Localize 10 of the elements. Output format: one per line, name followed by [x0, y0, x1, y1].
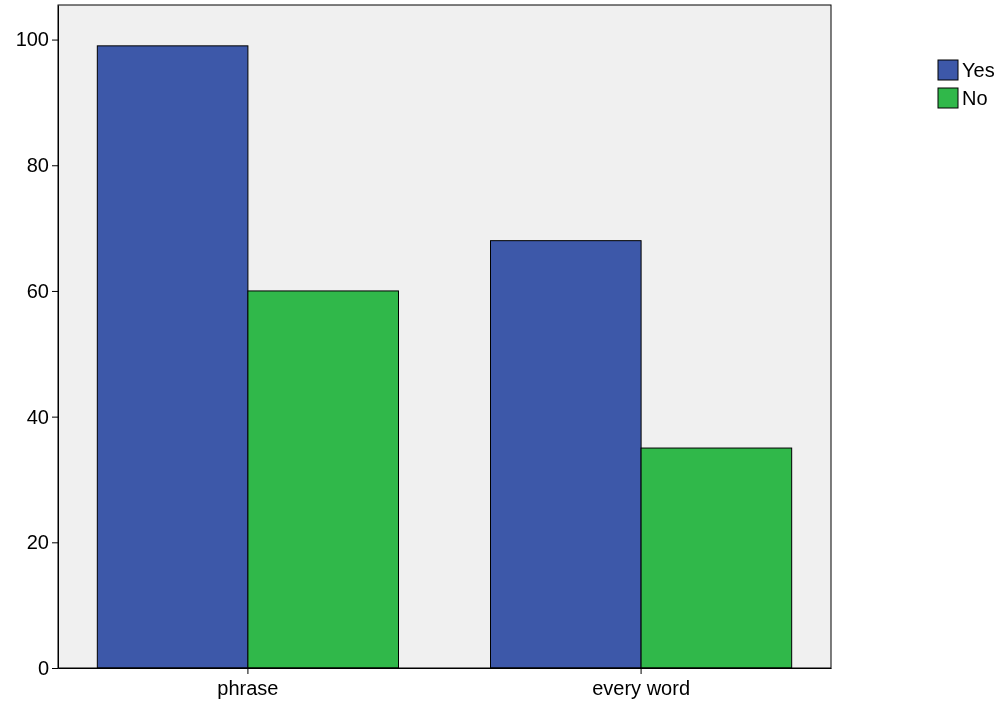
y-tick-label: 0 [37, 656, 49, 679]
y-tick-label: 20 [26, 531, 49, 554]
y-tick-label: 60 [26, 279, 49, 302]
legend-label: No [962, 87, 988, 109]
legend-label: Yes [962, 59, 995, 81]
x-tick-label: phrase [217, 677, 279, 699]
y-tick-label: 80 [26, 154, 49, 177]
x-tick-label: every word [592, 677, 690, 699]
y-tick-label: 40 [26, 405, 49, 428]
y-tick-label: 100 [15, 28, 49, 51]
